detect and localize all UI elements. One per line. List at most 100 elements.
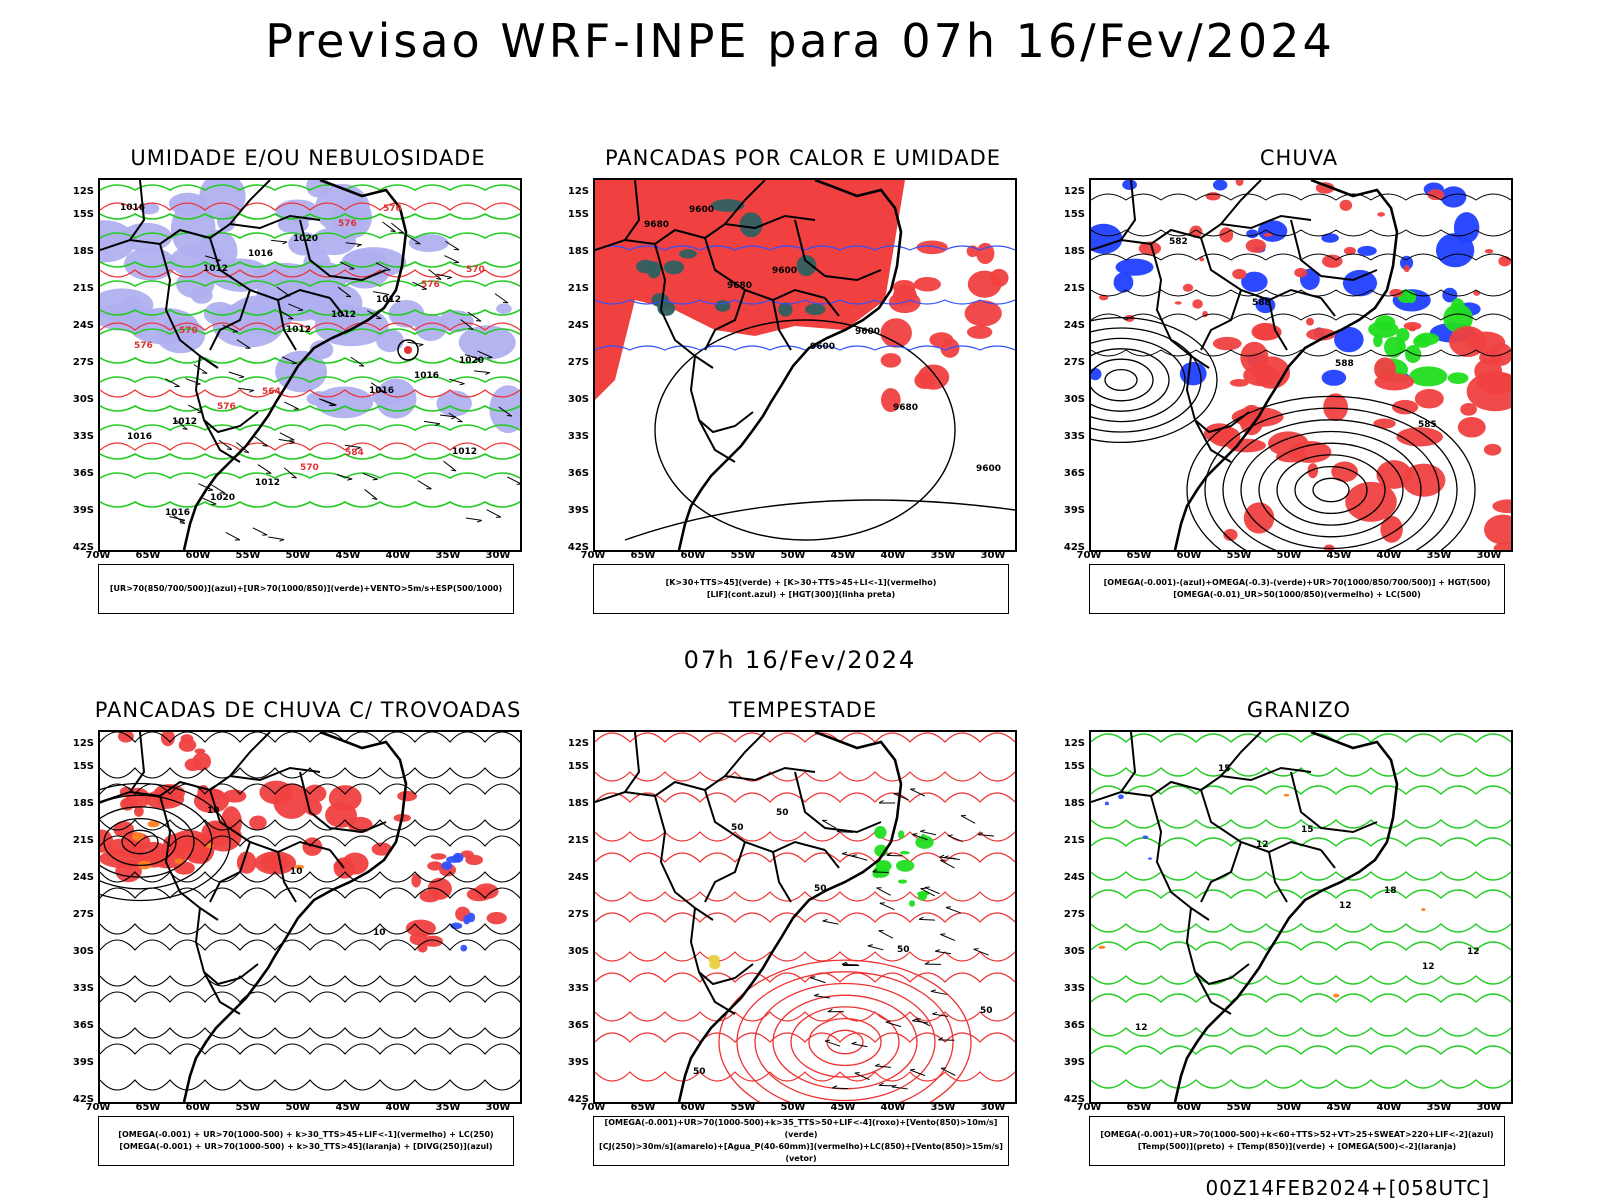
panel-title: GRANIZO xyxy=(1246,698,1352,722)
contour-label: 50 xyxy=(814,884,827,894)
run-info-footer: 00Z14FEB2024+[058UTC] xyxy=(1205,1176,1490,1200)
contour-label: 50 xyxy=(897,945,910,955)
contour-label: 1016 xyxy=(369,386,394,396)
contour-label: 50 xyxy=(776,808,789,818)
lat-tick-label: 30S xyxy=(72,946,94,957)
contour-label: 1012 xyxy=(286,325,311,335)
contour-label: 576 xyxy=(217,402,236,412)
lon-tick-label: 35W xyxy=(435,550,461,561)
lat-tick-label: 39S xyxy=(72,1057,94,1068)
lat-tick-label: 21S xyxy=(1063,283,1085,294)
contour-label: 1016 xyxy=(165,508,190,518)
lon-tick-label: 45W xyxy=(335,1102,361,1113)
lat-tick-label: 21S xyxy=(567,283,589,294)
lon-tick-label: 35W xyxy=(1426,1102,1452,1113)
lat-tick-label: 27S xyxy=(72,357,94,368)
panel-title: PANCADAS POR CALOR E UMIDADE xyxy=(604,146,1002,170)
lat-tick-label: 42S xyxy=(1063,1094,1085,1105)
lon-tick-label: 55W xyxy=(1226,1102,1252,1113)
lon-tick-label: 40W xyxy=(1376,1102,1402,1113)
contour-label: 588 xyxy=(1335,359,1354,369)
map-panel: 582 588 588 585 xyxy=(1089,178,1513,552)
lat-tick-label: 15S xyxy=(567,209,589,220)
legend-line: [OMEGA(-0.01)_UR>50(1000/850)(vermelho) … xyxy=(1173,590,1421,599)
contour-label: 9600 xyxy=(689,205,714,215)
legend-line: [OMEGA(-0.001)+UR>70(1000-500)+k>35_TTS>… xyxy=(604,1118,998,1139)
lat-tick-label: 21S xyxy=(567,835,589,846)
contour-label: 1012 xyxy=(172,417,197,427)
map-field: 50 50 50 50 50 50 xyxy=(595,732,1015,1102)
contour-label: 50 xyxy=(980,1006,993,1016)
lon-tick-label: 70W xyxy=(1076,550,1102,561)
lat-tick-label: 18S xyxy=(567,246,589,257)
contour-label: 1020 xyxy=(459,356,484,366)
legend-line: [OMEGA(-0.001) + UR>70(1000-500) + k>30_… xyxy=(119,1142,493,1151)
contour-label: 12 xyxy=(1256,840,1269,850)
lon-tick-label: 60W xyxy=(1176,550,1202,561)
lat-tick-label: 12S xyxy=(567,738,589,749)
contour-label: 50 xyxy=(693,1067,706,1077)
lon-tick-label: 30W xyxy=(485,1102,511,1113)
lat-tick-label: 12S xyxy=(1063,186,1085,197)
lat-tick-label: 15S xyxy=(1063,209,1085,220)
legend-box: [OMEGA(-0.001) + UR>70(1000-500) + k>30_… xyxy=(98,1116,514,1166)
lon-tick-label: 60W xyxy=(185,550,211,561)
lon-tick-label: 45W xyxy=(335,550,361,561)
lat-tick-label: 39S xyxy=(567,1057,589,1068)
contour-label: 588 xyxy=(1252,298,1271,308)
lon-tick-label: 60W xyxy=(680,550,706,561)
lon-tick-label: 65W xyxy=(630,550,656,561)
panel-title: TEMPESTADE xyxy=(728,698,878,722)
lat-tick-label: 36S xyxy=(72,1020,94,1031)
contour-label: 584 xyxy=(345,448,364,458)
map-field: 12 12 12 12 15 15 18 12 xyxy=(1091,732,1511,1102)
lon-tick-label: 55W xyxy=(730,1102,756,1113)
lon-tick-label: 30W xyxy=(980,550,1006,561)
panel-title: CHUVA xyxy=(1259,146,1339,170)
lat-tick-label: 18S xyxy=(1063,798,1085,809)
contour-label: 12 xyxy=(1135,1023,1148,1033)
lat-tick-label: 15S xyxy=(72,761,94,772)
lat-tick-label: 21S xyxy=(72,283,94,294)
lon-tick-label: 60W xyxy=(680,1102,706,1113)
lat-tick-label: 30S xyxy=(1063,946,1085,957)
map-field: 582 588 588 585 xyxy=(1091,180,1511,550)
lat-tick-label: 27S xyxy=(72,909,94,920)
panel-title: PANCADAS DE CHUVA C/ TROVOADAS xyxy=(94,698,522,722)
contour-label: 10 xyxy=(207,806,220,816)
lat-tick-label: 33S xyxy=(1063,983,1085,994)
lat-tick-label: 24S xyxy=(72,872,94,883)
lat-tick-label: 12S xyxy=(1063,738,1085,749)
lon-tick-label: 45W xyxy=(830,550,856,561)
lon-tick-label: 45W xyxy=(1326,550,1352,561)
contour-label: 1016 xyxy=(120,203,145,213)
lat-tick-label: 24S xyxy=(1063,320,1085,331)
contour-label: 564 xyxy=(262,387,281,397)
legend-box: [OMEGA(-0.001)-(azul)+OMEGA(-0.3)-(verde… xyxy=(1089,564,1505,614)
lon-tick-label: 70W xyxy=(85,550,111,561)
lon-tick-label: 55W xyxy=(1226,550,1252,561)
contour-label: 570 xyxy=(466,265,485,275)
map-panel: 9680 9680 9600 9680 9600 9600 9600 9600 xyxy=(593,178,1017,552)
panel-title: UMIDADE E/OU NEBULOSIDADE xyxy=(130,146,486,170)
lat-tick-label: 15S xyxy=(567,761,589,772)
contour-label: 15 xyxy=(1218,764,1231,774)
contour-label: 9600 xyxy=(976,464,1001,474)
lat-tick-label: 24S xyxy=(567,320,589,331)
lon-tick-label: 65W xyxy=(630,1102,656,1113)
lon-tick-label: 40W xyxy=(1376,550,1402,561)
lat-tick-label: 21S xyxy=(1063,835,1085,846)
lat-tick-label: 36S xyxy=(1063,1020,1085,1031)
contour-label: 576 xyxy=(421,280,440,290)
lon-tick-label: 65W xyxy=(1126,1102,1152,1113)
lat-tick-label: 12S xyxy=(72,186,94,197)
lat-tick-label: 36S xyxy=(72,468,94,479)
lat-tick-label: 15S xyxy=(1063,761,1085,772)
contour-label: 1012 xyxy=(203,264,228,274)
main-title: Previsao WRF-INPE para 07h 16/Fev/2024 xyxy=(265,14,1335,68)
legend-line: [K>30+TTS>45](verde) + [K>30+TTS>45+LI<-… xyxy=(665,578,937,587)
lat-tick-label: 18S xyxy=(1063,246,1085,257)
lon-tick-label: 55W xyxy=(235,1102,261,1113)
lon-tick-label: 50W xyxy=(285,1102,311,1113)
contour-label: 570 xyxy=(179,326,198,336)
